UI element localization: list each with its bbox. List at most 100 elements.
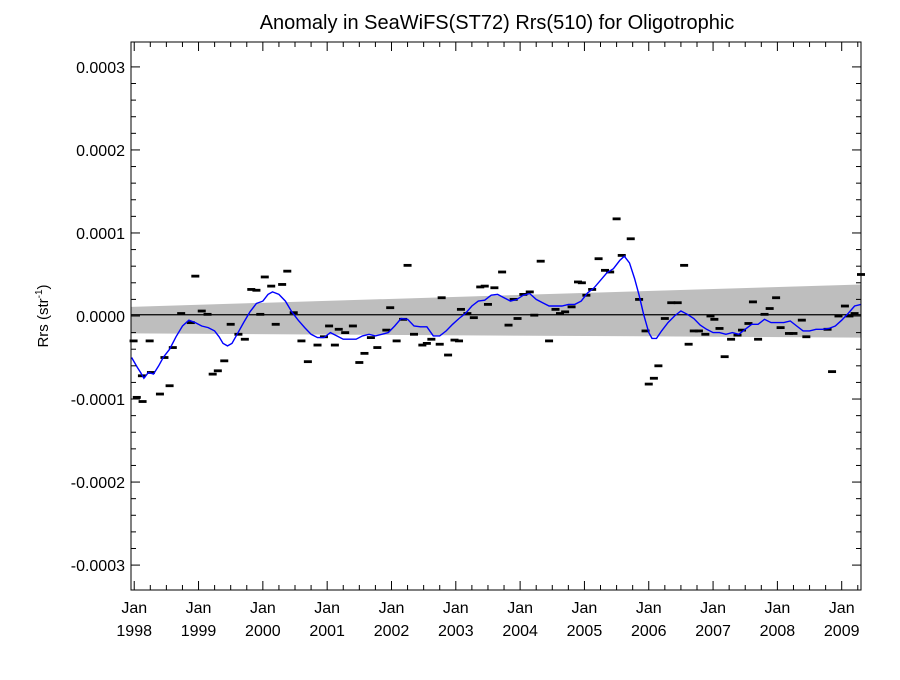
data-point-89 [644,382,653,386]
data-point-3 [138,400,147,403]
data-point-93 [667,301,676,305]
data-point-95 [680,263,689,267]
x-tick-month-label-2: Jan [250,600,276,617]
data-point-105 [733,333,742,337]
data-point-96 [684,342,693,346]
data-point-26 [271,322,280,326]
data-point-12 [191,274,200,278]
data-point-81 [594,257,603,261]
data-point-58 [463,312,472,315]
x-tick-month-label-6: Jan [507,600,533,617]
data-point-36 [334,327,343,331]
data-point-119 [828,370,837,374]
data-point-47 [403,263,412,267]
data-point-68 [519,293,528,296]
data-point-17 [220,359,229,363]
x-tick-year-label-7: 2005 [567,623,603,640]
data-point-76 [567,305,576,309]
x-tick-year-label-10: 2008 [760,623,796,640]
y-tick-label-6: -0.0003 [71,558,125,575]
chart-title: Anomaly in SeaWiFS(ST72) Rrs(510) for Ol… [260,12,735,34]
data-point-6 [155,392,164,396]
data-point-110 [760,312,769,316]
data-point-35 [330,343,339,347]
data-point-90 [649,376,658,380]
y-axis-label-main: Rrs (str [35,298,52,347]
y-axis-label-close: ) [35,284,52,289]
y-axis-label-superscript: -1 [34,289,45,298]
x-tick-year-label-8: 2006 [631,623,667,640]
data-point-10 [177,312,186,315]
smoothed-series-line [130,255,862,380]
data-point-65 [504,323,513,327]
data-point-117 [802,335,811,339]
data-point-4 [145,339,154,343]
data-point-1 [132,395,141,399]
data-point-72 [545,339,554,343]
data-point-66 [509,297,518,301]
data-point-32 [313,343,322,347]
x-tick-year-label-3: 2001 [309,623,345,640]
data-point-70 [530,313,539,317]
data-point-29 [289,311,298,315]
data-point-55 [450,338,459,342]
data-point-71 [536,259,545,263]
data-point-37 [341,331,350,335]
data-point-63 [490,286,499,290]
data-point-42 [373,346,382,349]
data-point-60 [476,285,485,289]
data-point-16 [213,369,222,373]
data-point-121 [840,304,849,308]
data-point-115 [789,332,798,335]
y-tick-label-3: 0.0000 [76,309,125,326]
data-point-87 [635,297,644,301]
data-point-24 [260,275,269,279]
x-tick-month-label-11: Jan [829,600,855,617]
data-point-116 [797,318,806,322]
data-point-45 [392,339,401,343]
data-point-54 [444,353,453,357]
data-point-111 [765,307,774,310]
data-point-57 [456,307,465,311]
data-point-21 [247,288,256,291]
x-tick-month-label-4: Jan [379,600,405,617]
data-point-73 [551,307,560,311]
data-point-14 [203,312,212,316]
data-point-97 [689,329,698,333]
data-point-69 [525,290,534,294]
data-point-99 [701,332,710,336]
x-tick-month-label-0: Jan [121,600,147,617]
data-point-28 [283,269,292,273]
data-point-106 [738,328,747,332]
data-point-108 [748,300,757,304]
data-point-25 [267,284,276,288]
data-point-59 [469,316,478,320]
x-tick-month-label-9: Jan [700,600,726,617]
x-tick-year-label-5: 2003 [438,623,474,640]
x-tick-month-label-1: Jan [186,600,212,617]
data-point-22 [252,288,261,292]
data-point-123 [850,312,859,315]
y-tick-label-5: -0.0002 [71,475,125,492]
y-tick-label-1: 0.0002 [76,143,125,160]
data-point-50 [422,342,431,345]
x-tick-year-label-4: 2002 [374,623,410,640]
data-point-38 [348,324,357,328]
data-point-78 [577,281,586,285]
data-point-5 [146,371,155,374]
data-point-64 [498,270,507,274]
x-tick-year-label-9: 2007 [695,623,731,640]
data-point-104 [727,337,736,341]
data-point-102 [715,327,724,330]
data-point-62 [483,302,492,306]
data-point-20 [240,337,249,341]
data-point-18 [226,322,235,326]
data-point-48 [409,332,418,336]
data-point-7 [160,356,169,359]
data-point-113 [776,326,785,330]
data-point-0 [129,339,138,343]
data-point-61 [480,284,489,288]
x-tick-month-label-3: Jan [314,600,340,617]
